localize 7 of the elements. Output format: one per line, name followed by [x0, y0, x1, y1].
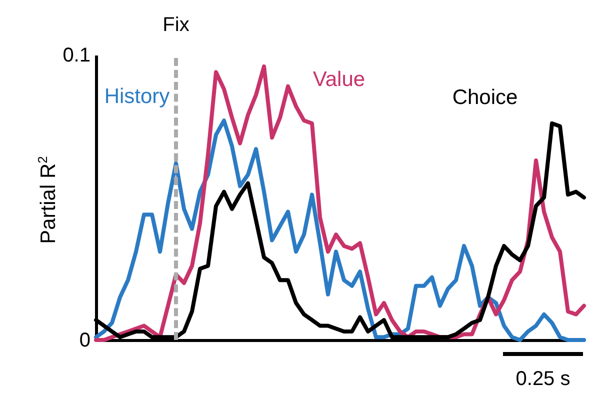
text: History — [104, 85, 170, 108]
y-tick-label: 0 — [79, 330, 90, 352]
text: Fix — [162, 14, 190, 37]
text: 0.25 s — [516, 368, 570, 391]
series-label: Value — [312, 68, 366, 91]
series-label: Choice — [452, 86, 518, 109]
y-tick-label: 0.1 — [62, 44, 90, 66]
